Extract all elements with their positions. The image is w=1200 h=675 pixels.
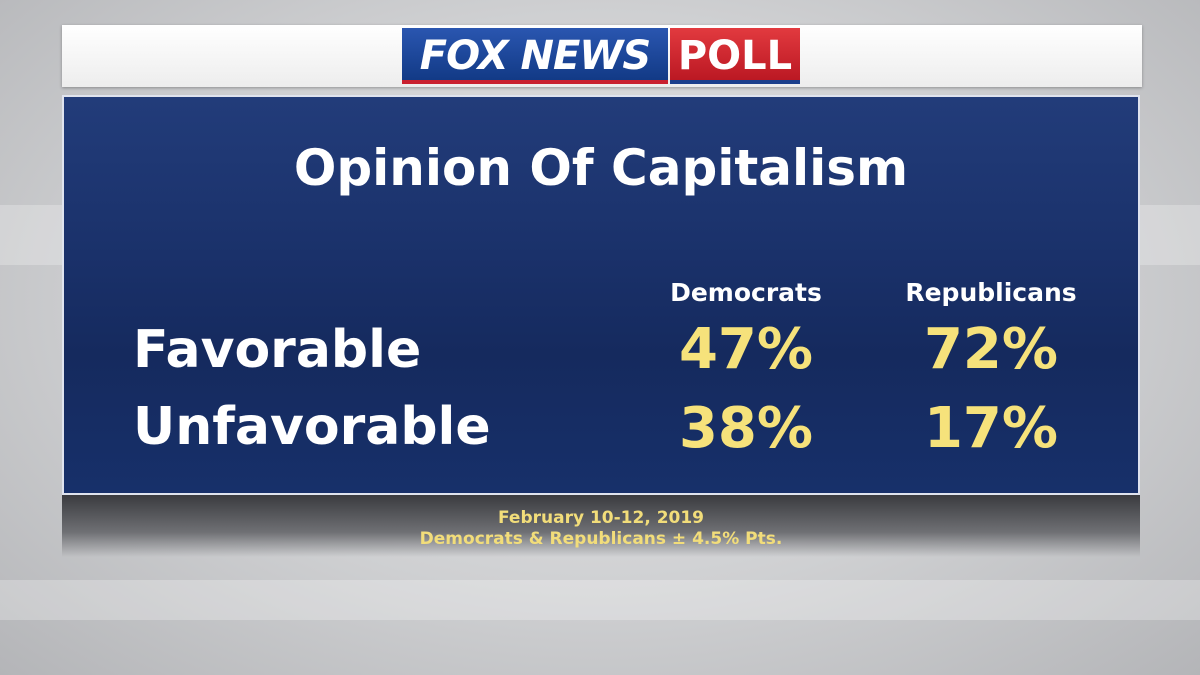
footer-band [62,495,1140,557]
footer-date: February 10-12, 2019 [497,508,705,528]
value: 72% [923,317,1059,382]
logo-brand: FOX NEWS [402,28,668,84]
value: 17% [923,396,1059,461]
footer-note: Democrats & Republicans ± 4.5% Pts. [419,529,783,549]
panel [62,95,1140,495]
value: 38% [678,396,814,461]
row-label: Favorable [133,320,422,380]
bg-stripe [0,580,1200,620]
column-header: Democrats [670,278,822,307]
title: Opinion Of Capitalism [293,139,909,197]
column-header: Republicans [905,278,1077,307]
row-label: Unfavorable [133,397,491,457]
logo-poll: POLL [670,28,800,84]
value: 47% [678,317,814,382]
